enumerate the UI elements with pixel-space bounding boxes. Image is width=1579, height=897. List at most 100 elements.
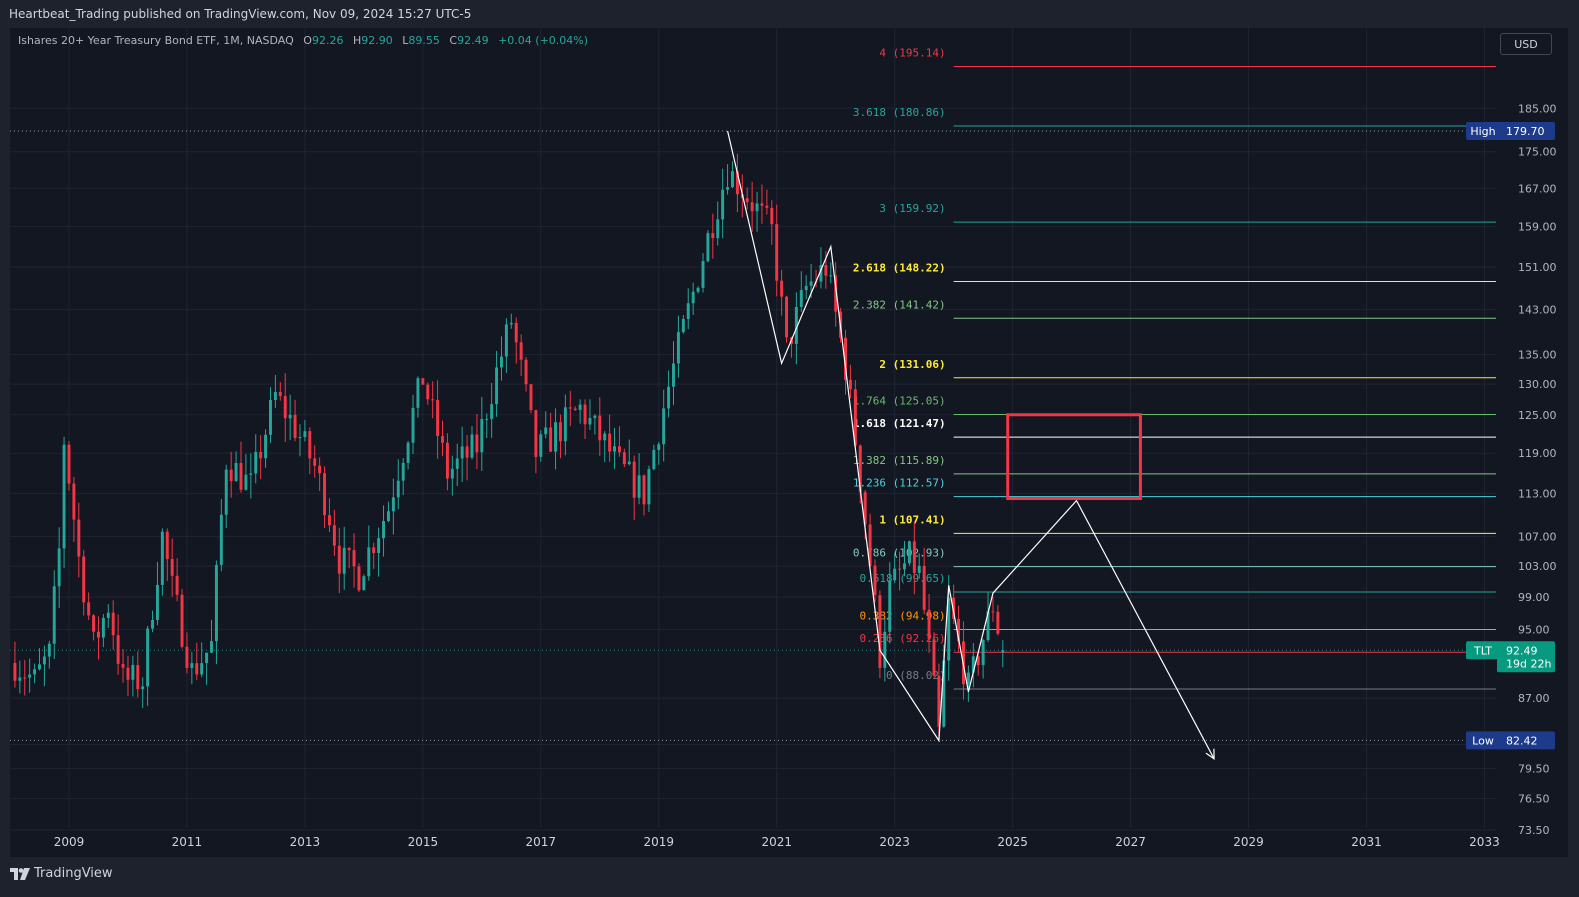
- candle-body: [465, 446, 469, 458]
- y-axis-tick-label: 87.00: [1518, 692, 1550, 705]
- y-axis-tick-label: 113.00: [1518, 488, 1557, 501]
- candle-body: [1001, 650, 1005, 653]
- candle-body: [514, 322, 518, 343]
- candle-body: [116, 635, 120, 664]
- y-axis-tick-label: 167.00: [1518, 182, 1557, 195]
- candle-body: [563, 407, 567, 442]
- candle-body: [617, 446, 621, 453]
- y-axis-tick-label: 107.00: [1518, 530, 1557, 543]
- x-axis-tick-label: 2017: [526, 835, 557, 849]
- tradingview-logo-icon: [10, 867, 30, 880]
- candle-body: [873, 565, 877, 596]
- candle-body: [603, 433, 607, 441]
- candle-body: [652, 449, 656, 470]
- candle-body: [922, 565, 926, 610]
- candle-body: [431, 399, 435, 401]
- candle-body: [917, 565, 921, 573]
- fib-level-label: 0.618 (99.65): [860, 572, 946, 585]
- x-axis-tick-label: 2021: [761, 835, 792, 849]
- candle-body: [175, 575, 179, 595]
- candle-body: [485, 418, 489, 420]
- candle-body: [676, 332, 680, 364]
- candle-body: [775, 224, 779, 281]
- last-price-countdown: 19d 22h: [1506, 657, 1551, 670]
- candle-body: [445, 442, 449, 479]
- candle-body: [519, 342, 523, 360]
- candle-body: [136, 665, 140, 690]
- candle-body: [421, 378, 425, 385]
- candle-body: [214, 564, 218, 642]
- fib-level-label: 3.618 (180.86): [853, 106, 946, 119]
- y-axis-tick-label: 159.00: [1518, 221, 1557, 234]
- candle-body: [367, 547, 371, 577]
- tradingview-logo[interactable]: TradingView: [10, 866, 113, 881]
- candle-body: [976, 656, 980, 666]
- candle-body: [490, 404, 494, 419]
- candle-body: [146, 628, 150, 687]
- candle-body: [72, 483, 76, 520]
- high-marker-value: 179.70: [1506, 125, 1545, 138]
- close-label: C: [449, 34, 458, 47]
- y-axis-tick-label: 125.00: [1518, 409, 1557, 422]
- symbol-name: Ishares 20+ Year Treasury Bond ETF, 1M, …: [18, 34, 294, 47]
- candle-body: [372, 547, 376, 553]
- candle-body: [578, 404, 582, 410]
- candle-body: [598, 415, 602, 441]
- candle-body: [278, 391, 282, 397]
- candle-body: [937, 675, 941, 727]
- candle-body: [765, 205, 769, 208]
- last-price-label: TLT: [1473, 644, 1492, 657]
- candle-body: [18, 677, 22, 681]
- candle-body: [155, 584, 159, 621]
- candle-body: [298, 437, 302, 439]
- last-price-value: 92.49: [1506, 644, 1538, 657]
- tradingview-brand-text: TradingView: [34, 866, 113, 881]
- x-axis-tick-label: 2023: [879, 835, 910, 849]
- candle-body: [249, 473, 253, 475]
- x-axis-tick-label: 2029: [1233, 835, 1264, 849]
- low-marker-label-bg: [1466, 731, 1501, 750]
- currency-button[interactable]: USD: [1500, 33, 1552, 55]
- candle-body: [219, 514, 223, 565]
- candle-body: [441, 435, 444, 443]
- candle-body: [883, 631, 887, 668]
- candle-body: [92, 615, 96, 632]
- candle-body: [868, 524, 872, 566]
- fib-level-label: 2 (131.06): [879, 358, 945, 371]
- candle-body: [151, 620, 155, 629]
- candle-body: [269, 400, 272, 435]
- price-chart[interactable]: 2009 2011 2013 2015 2017 2019 2021 2023 2025 2027…: [10, 28, 1568, 857]
- x-axis-tick-label: 2019: [643, 835, 674, 849]
- candle-body: [971, 656, 975, 673]
- candle-body: [731, 171, 734, 188]
- y-axis-tick-label: 76.50: [1518, 793, 1550, 806]
- candle-body: [126, 667, 130, 680]
- y-axis-tick-label: 151.00: [1518, 261, 1557, 274]
- candle-body: [996, 611, 1000, 634]
- x-axis-tick-label: 2009: [54, 835, 85, 849]
- candle-body: [735, 171, 739, 195]
- candle-body: [495, 367, 499, 405]
- candle-body: [706, 233, 710, 262]
- target-zone-box[interactable]: [1006, 413, 1142, 501]
- candle-body: [67, 444, 71, 484]
- candle-body: [111, 612, 115, 636]
- candle-body: [52, 586, 56, 644]
- candle-body: [82, 556, 86, 603]
- open-label: O: [303, 34, 312, 47]
- candle-body: [863, 492, 867, 525]
- candle-body: [750, 202, 754, 212]
- candle-body: [632, 461, 636, 498]
- x-axis-tick-label: 2011: [172, 835, 203, 849]
- x-axis-tick-label: 2013: [290, 835, 321, 849]
- candle-body: [853, 389, 857, 446]
- fib-level-label: 1.764 (125.05): [853, 394, 946, 407]
- candle-body: [888, 580, 892, 632]
- candle-body: [804, 285, 808, 291]
- chart-panel[interactable]: [10, 28, 1568, 857]
- candle-body: [932, 639, 936, 676]
- wave-projection-path[interactable]: [727, 130, 1215, 760]
- candle-body: [672, 363, 675, 387]
- candle-body: [957, 618, 961, 642]
- candle-body: [406, 442, 410, 463]
